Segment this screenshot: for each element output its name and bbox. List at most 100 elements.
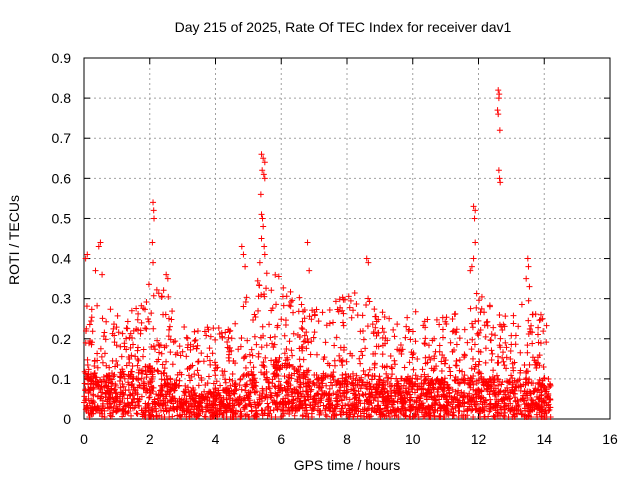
data-point (331, 342, 338, 349)
data-point (140, 378, 147, 385)
data-point (311, 372, 318, 379)
data-point (422, 354, 429, 361)
data-point (453, 362, 460, 369)
data-point (346, 396, 353, 403)
data-point (362, 345, 369, 352)
data-point (353, 300, 360, 307)
data-point (471, 215, 478, 222)
data-point (149, 373, 156, 380)
data-point (487, 400, 494, 407)
data-point (113, 324, 120, 331)
data-point (472, 391, 479, 398)
data-point (522, 369, 529, 376)
data-point (443, 396, 450, 403)
data-point (311, 393, 318, 400)
data-point (327, 405, 334, 412)
data-point (82, 255, 89, 262)
data-point (349, 407, 356, 414)
data-point (192, 392, 199, 399)
data-point (311, 329, 318, 336)
data-point (373, 391, 380, 398)
data-point (501, 413, 508, 420)
data-point (286, 362, 293, 369)
data-point (449, 403, 456, 410)
data-point (422, 324, 429, 331)
data-point (154, 337, 161, 344)
data-point (238, 243, 245, 250)
data-point (137, 330, 144, 337)
data-point (149, 388, 156, 395)
data-point (94, 364, 101, 371)
data-point (439, 334, 446, 341)
data-point (104, 400, 111, 407)
data-point (382, 335, 389, 342)
data-point (525, 401, 532, 408)
data-point (341, 378, 348, 385)
data-point (389, 371, 396, 378)
data-point (457, 379, 464, 386)
data-point (154, 413, 161, 420)
data-point (260, 223, 267, 230)
data-point (210, 325, 217, 332)
data-point (307, 394, 314, 401)
data-point (193, 413, 200, 420)
data-point (538, 392, 545, 399)
data-point (103, 318, 110, 325)
data-point (216, 410, 223, 417)
data-point (242, 263, 249, 270)
data-point (191, 328, 198, 335)
data-point (379, 394, 386, 401)
data-point (406, 396, 413, 403)
data-point (495, 87, 502, 94)
data-point (446, 389, 453, 396)
data-point (420, 404, 427, 411)
data-point (177, 352, 184, 359)
data-point (194, 367, 201, 374)
data-point (105, 393, 112, 400)
data-point (371, 306, 378, 313)
data-point (364, 413, 371, 420)
data-point (406, 359, 413, 366)
data-point (437, 380, 444, 387)
data-point (84, 362, 91, 369)
data-point (428, 402, 435, 409)
data-point (145, 281, 152, 288)
data-point (129, 381, 136, 388)
data-point (534, 331, 541, 338)
data-point (339, 402, 346, 409)
data-point (409, 354, 416, 361)
data-point (404, 314, 411, 321)
data-point (285, 374, 292, 381)
data-point (485, 379, 492, 386)
data-point (492, 391, 499, 398)
data-point (510, 320, 517, 327)
data-point (321, 390, 328, 397)
data-point (189, 362, 196, 369)
data-point (327, 379, 334, 386)
data-point (210, 392, 217, 399)
data-point (500, 396, 507, 403)
data-point (467, 384, 474, 391)
data-point (461, 399, 468, 406)
data-point (242, 353, 249, 360)
data-point (259, 410, 266, 417)
data-point (251, 388, 258, 395)
data-point (329, 408, 336, 415)
data-point (460, 394, 467, 401)
data-point (270, 361, 277, 368)
data-point (459, 393, 466, 400)
data-point (464, 407, 471, 414)
data-point (535, 379, 542, 386)
data-point (290, 397, 297, 404)
data-point (313, 351, 320, 358)
data-point (109, 357, 116, 364)
data-point (194, 358, 201, 365)
data-point (171, 387, 178, 394)
data-point (200, 358, 207, 365)
data-point (109, 330, 116, 337)
data-point (150, 343, 157, 350)
data-point (269, 305, 276, 312)
data-point (394, 398, 401, 405)
data-point (517, 407, 524, 414)
data-point (398, 350, 405, 357)
